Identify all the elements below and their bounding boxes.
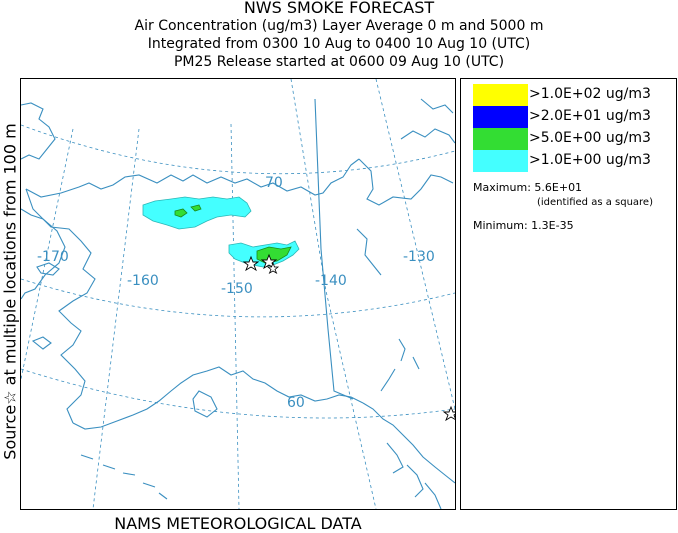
legend-item: >1.0E+00 ug/m3	[473, 150, 673, 172]
nunivak-island	[31, 336, 52, 350]
southeast-islands	[386, 442, 442, 509]
chukotka-coast	[21, 102, 56, 160]
legend-label: >1.0E+00 ug/m3	[529, 152, 651, 168]
longitude-m130-line	[375, 79, 455, 410]
star-icon	[242, 255, 260, 272]
longitude-m150-line	[230, 123, 240, 509]
st-lawrence-island	[36, 262, 60, 276]
kodiak-island	[192, 390, 218, 418]
longitude-m160-line	[92, 128, 140, 509]
integration-period: Integrated from 0300 10 Aug to 0400 10 A…	[147, 36, 531, 52]
star-icon	[266, 261, 280, 274]
star-icon	[442, 405, 455, 422]
smoke-plume-north	[142, 196, 252, 230]
arctic-coastline	[25, 158, 360, 198]
lon-m140-label: -140	[315, 273, 347, 289]
lon-m150-label: -150	[221, 281, 253, 297]
legend-swatch-cyan	[473, 150, 528, 172]
alaska-canada-border	[314, 98, 354, 400]
legend-label: >2.0E+01 ug/m3	[529, 108, 651, 124]
longitude-m170-line	[21, 128, 74, 380]
maximum-value: Maximum: 5.6E+01	[473, 181, 583, 194]
lon-m130-label: -130	[403, 249, 435, 265]
maximum-note: (identified as a square)	[537, 197, 653, 208]
lat-70-label: 70	[265, 175, 283, 191]
legend-label: >1.0E+02 ug/m3	[529, 86, 651, 102]
lat-60-label: 60	[287, 395, 305, 411]
lon-m170-label: -170	[37, 249, 69, 265]
interior-lakes	[380, 338, 420, 392]
minimum-value: Minimum: 1.3E-35	[473, 219, 574, 232]
arctic-island-2	[420, 98, 454, 114]
map-canvas	[21, 79, 455, 509]
southeast-alaska-coast	[362, 402, 455, 484]
aleutian-islands	[80, 454, 168, 500]
legend-item: >5.0E+00 ug/m3	[473, 128, 673, 150]
alaska-peninsula	[72, 366, 364, 430]
smoke-plume-north-core	[174, 208, 188, 218]
latitude-70-line	[21, 124, 455, 175]
smoke-map: 70 60 -170 -160 -150 -140 -130	[20, 78, 456, 510]
release-start: PM25 Release started at 0600 09 Aug 10 (…	[173, 54, 505, 70]
longitude-m140-line	[290, 79, 377, 509]
legend-item: >2.0E+01 ug/m3	[473, 106, 673, 128]
concentration-legend: >1.0E+02 ug/m3 >2.0E+01 ug/m3 >5.0E+00 u…	[460, 78, 677, 510]
lon-m160-label: -160	[127, 273, 159, 289]
smoke-plume-north-core-2	[190, 204, 202, 212]
arctic-island	[400, 128, 455, 144]
forecast-title: NWS SMOKE FORECAST	[243, 0, 435, 17]
legend-item: >1.0E+02 ug/m3	[473, 84, 673, 106]
legend-swatch-blue	[473, 106, 528, 128]
latitude-60-line	[21, 368, 455, 419]
legend-swatch-yellow	[473, 84, 528, 106]
interior-river	[356, 228, 382, 276]
legend-swatch-green	[473, 128, 528, 150]
meteorological-data-footer: NAMS METEOROLOGICAL DATA	[114, 514, 362, 533]
latitude-65-line	[21, 278, 455, 318]
concentration-subtitle: Air Concentration (ug/m3) Layer Average …	[134, 18, 544, 34]
legend-label: >5.0E+00 ug/m3	[529, 130, 651, 146]
canada-arctic-coast	[358, 158, 454, 206]
smoke-plume-central-core	[256, 246, 292, 264]
chukotka-coast-2	[21, 208, 66, 300]
alaska-west-coast	[25, 188, 96, 424]
source-locations-label: Source☆ at multiple locations from 100 m	[0, 123, 20, 460]
